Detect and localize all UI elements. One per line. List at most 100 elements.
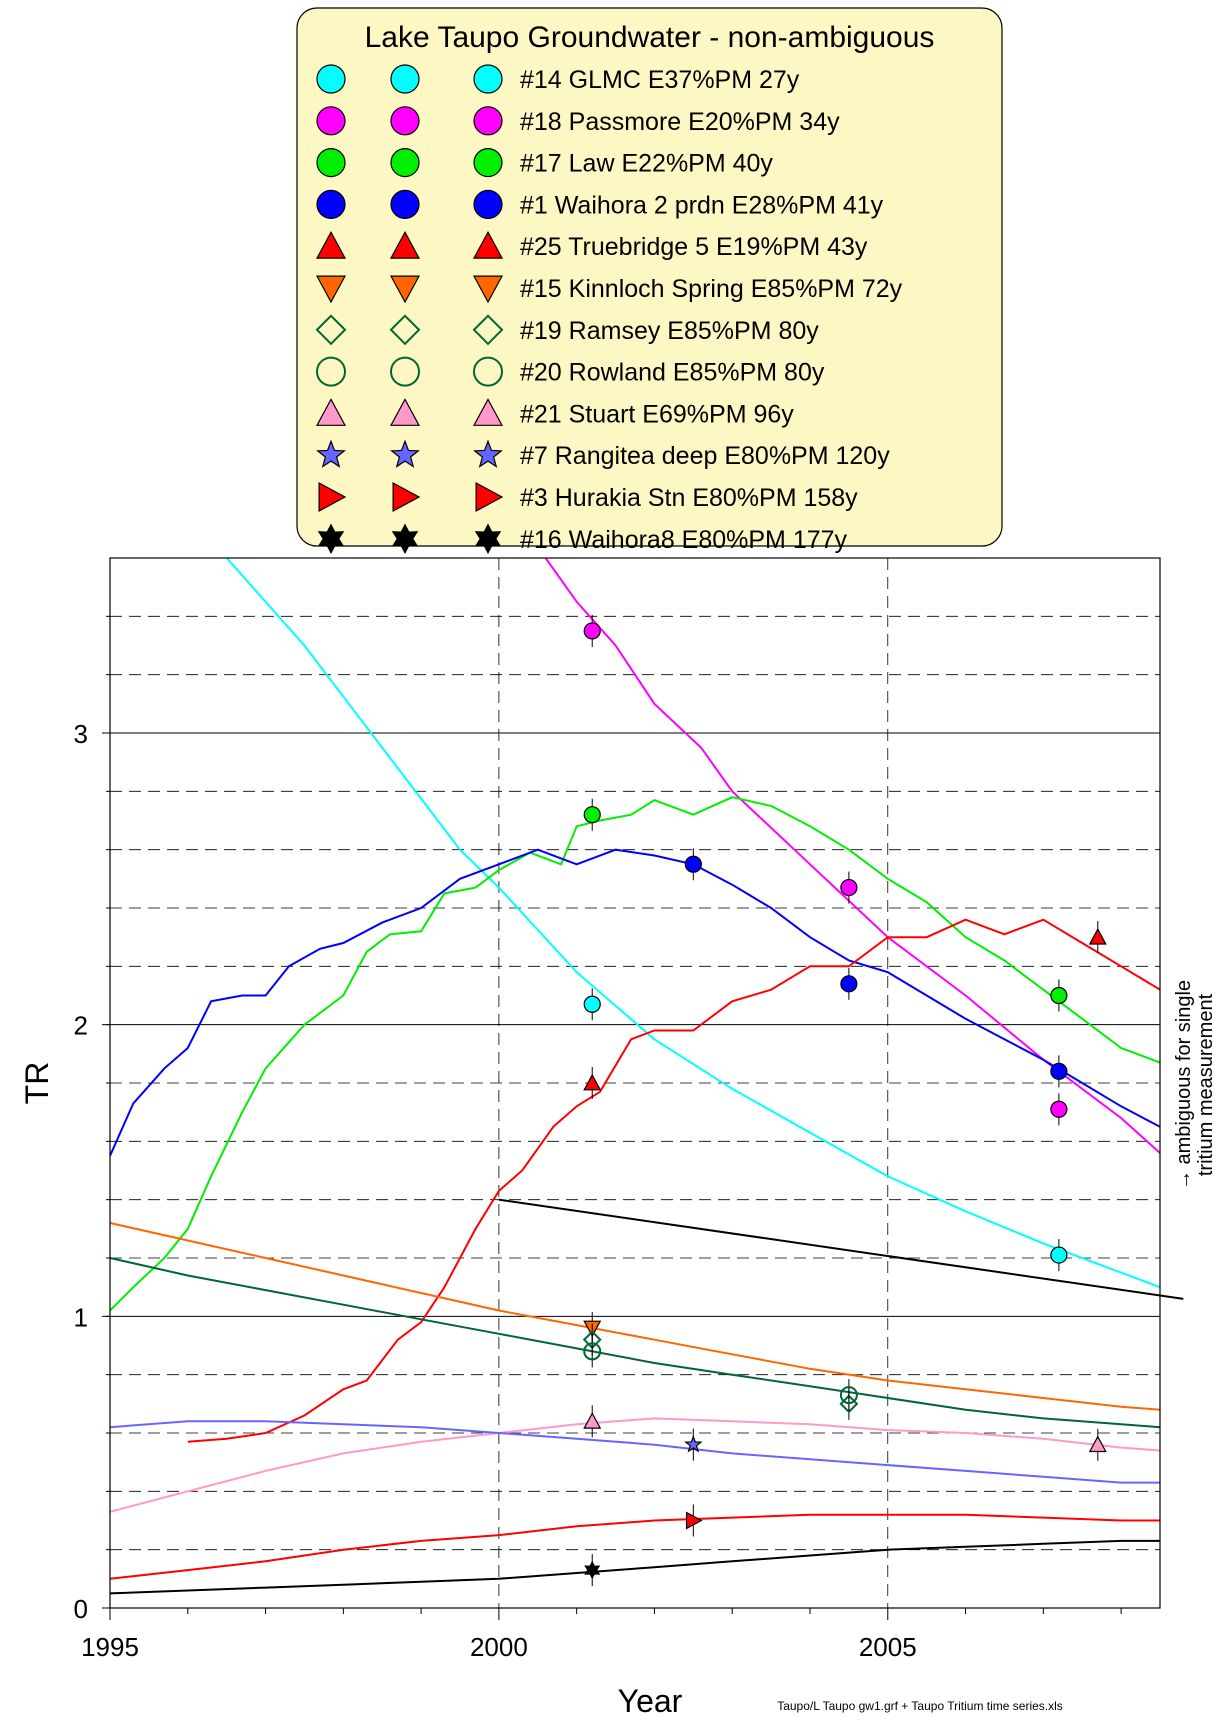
- data-point: [583, 1073, 602, 1091]
- ambiguity-line: [498, 1198, 1184, 1300]
- series-line: [187, 918, 1160, 1443]
- y-tick-label: 1: [74, 1302, 88, 1332]
- legend-marker: [390, 106, 420, 136]
- series-line: [110, 848, 1160, 1157]
- data-point: [583, 995, 601, 1013]
- x-axis-label: Year: [618, 1683, 683, 1719]
- series-line: [110, 1539, 1160, 1595]
- series-line: [110, 1513, 1160, 1580]
- data-point: [840, 975, 858, 993]
- data-point: [583, 1412, 602, 1429]
- legend-marker: [390, 64, 420, 94]
- legend-label: #7 Rangitea deep E80%PM 120y: [520, 442, 890, 470]
- legend-marker: [315, 275, 347, 304]
- legend-marker: [315, 230, 347, 259]
- series-line: [544, 558, 1160, 1154]
- y-axis-label: TR: [19, 1062, 55, 1105]
- x-tick-label: 2005: [859, 1632, 917, 1662]
- legend-label: #15 Kinnloch Spring E85%PM 72y: [520, 275, 903, 303]
- legend-entries: #14 GLMC E37%PM 27y #18 Passmore E20%PM 3…: [315, 64, 903, 555]
- footer-note: Taupo/L Taupo gw1.grf + Taupo Tritium ti…: [777, 1699, 1063, 1713]
- data-point: [1088, 927, 1107, 945]
- legend-marker: [475, 481, 504, 513]
- legend-marker: [315, 398, 347, 426]
- legend-box: [296, 7, 1003, 547]
- legend-marker: [316, 148, 346, 178]
- legend-marker: [473, 356, 503, 387]
- data-point: [1050, 1246, 1068, 1264]
- y-tick-label: 3: [74, 719, 88, 749]
- legend-marker: [389, 230, 421, 259]
- legend-label: #19 Ramsey E85%PM 80y: [520, 317, 819, 345]
- axes: Year TR 0 1 2 3 1995 2000 2005: [19, 615, 1122, 1719]
- y-tick-label: 2: [74, 1011, 88, 1041]
- legend-label: #16 Waihora8 E80%PM 177y: [520, 526, 848, 554]
- data-point: [839, 1386, 858, 1405]
- data-point: [840, 878, 858, 897]
- legend-marker: [390, 439, 420, 468]
- x-tick-label: 2000: [470, 1632, 528, 1662]
- legend-marker: [474, 523, 502, 555]
- legend-marker: [390, 189, 420, 219]
- series-line: [110, 1222, 1160, 1411]
- legend-marker: [390, 148, 420, 178]
- legend-marker: [472, 398, 504, 426]
- legend-marker: [472, 230, 504, 259]
- data-point: [584, 1560, 601, 1580]
- legend: Lake Taupo Groundwater - non-ambiguous #…: [296, 7, 1003, 555]
- y-tick-label: 0: [74, 1594, 88, 1624]
- data-point: [684, 855, 702, 873]
- data-point: [583, 622, 601, 640]
- legend-marker: [472, 275, 504, 304]
- annotation-text-2: tritium measurement: [1195, 993, 1217, 1176]
- grid: [110, 558, 1160, 1608]
- legend-marker: [473, 189, 503, 219]
- data-point: [1050, 1100, 1068, 1118]
- legend-marker: [316, 106, 346, 136]
- series-lines: [110, 558, 1160, 1595]
- data-point: [1050, 1062, 1068, 1080]
- annotations: → ambiguous for single tritium measureme…: [498, 980, 1217, 1713]
- legend-label: #18 Passmore E20%PM 34y: [520, 108, 840, 136]
- legend-marker: [389, 398, 421, 426]
- legend-marker: [389, 275, 421, 304]
- legend-marker: [316, 64, 346, 94]
- series-line: [225, 558, 1160, 1289]
- legend-marker: [473, 439, 503, 468]
- legend-marker: [391, 523, 419, 555]
- legend-marker: [316, 189, 346, 219]
- legend-marker: [316, 439, 346, 468]
- legend-label: #14 GLMC E37%PM 27y: [520, 66, 800, 94]
- data-point: [685, 1511, 703, 1530]
- legend-marker: [390, 356, 420, 387]
- data-point: [583, 806, 601, 824]
- x-tick-label: 1995: [81, 1632, 139, 1662]
- series-line: [110, 1257, 1160, 1429]
- legend-marker: [315, 314, 347, 346]
- legend-marker: [392, 481, 421, 513]
- legend-label: #21 Stuart E69%PM 96y: [520, 400, 794, 428]
- legend-marker: [316, 356, 346, 387]
- legend-marker: [473, 148, 503, 178]
- legend-label: #3 Hurakia Stn E80%PM 158y: [520, 484, 858, 512]
- data-points: [582, 614, 1107, 1587]
- data-point: [1050, 986, 1068, 1005]
- legend-marker: [389, 314, 421, 346]
- series-line: [110, 1417, 1160, 1513]
- series-line: [110, 1420, 1160, 1484]
- legend-label: #17 Law E22%PM 40y: [520, 150, 773, 178]
- legend-marker: [318, 481, 347, 513]
- legend-marker: [472, 314, 504, 346]
- legend-label: #1 Waihora 2 prdn E28%PM 41y: [520, 191, 884, 219]
- data-point: [1088, 1435, 1107, 1453]
- data-point: [583, 1342, 602, 1361]
- legend-marker: [473, 106, 503, 136]
- legend-marker: [317, 523, 345, 555]
- legend-label: #20 Rowland E85%PM 80y: [520, 359, 825, 387]
- annotation-text-1: → ambiguous for single: [1173, 980, 1195, 1190]
- legend-marker: [473, 64, 503, 94]
- data-point: [684, 1434, 703, 1453]
- legend-label: #25 Truebridge 5 E19%PM 43y: [520, 233, 868, 261]
- series-line: [110, 796, 1160, 1312]
